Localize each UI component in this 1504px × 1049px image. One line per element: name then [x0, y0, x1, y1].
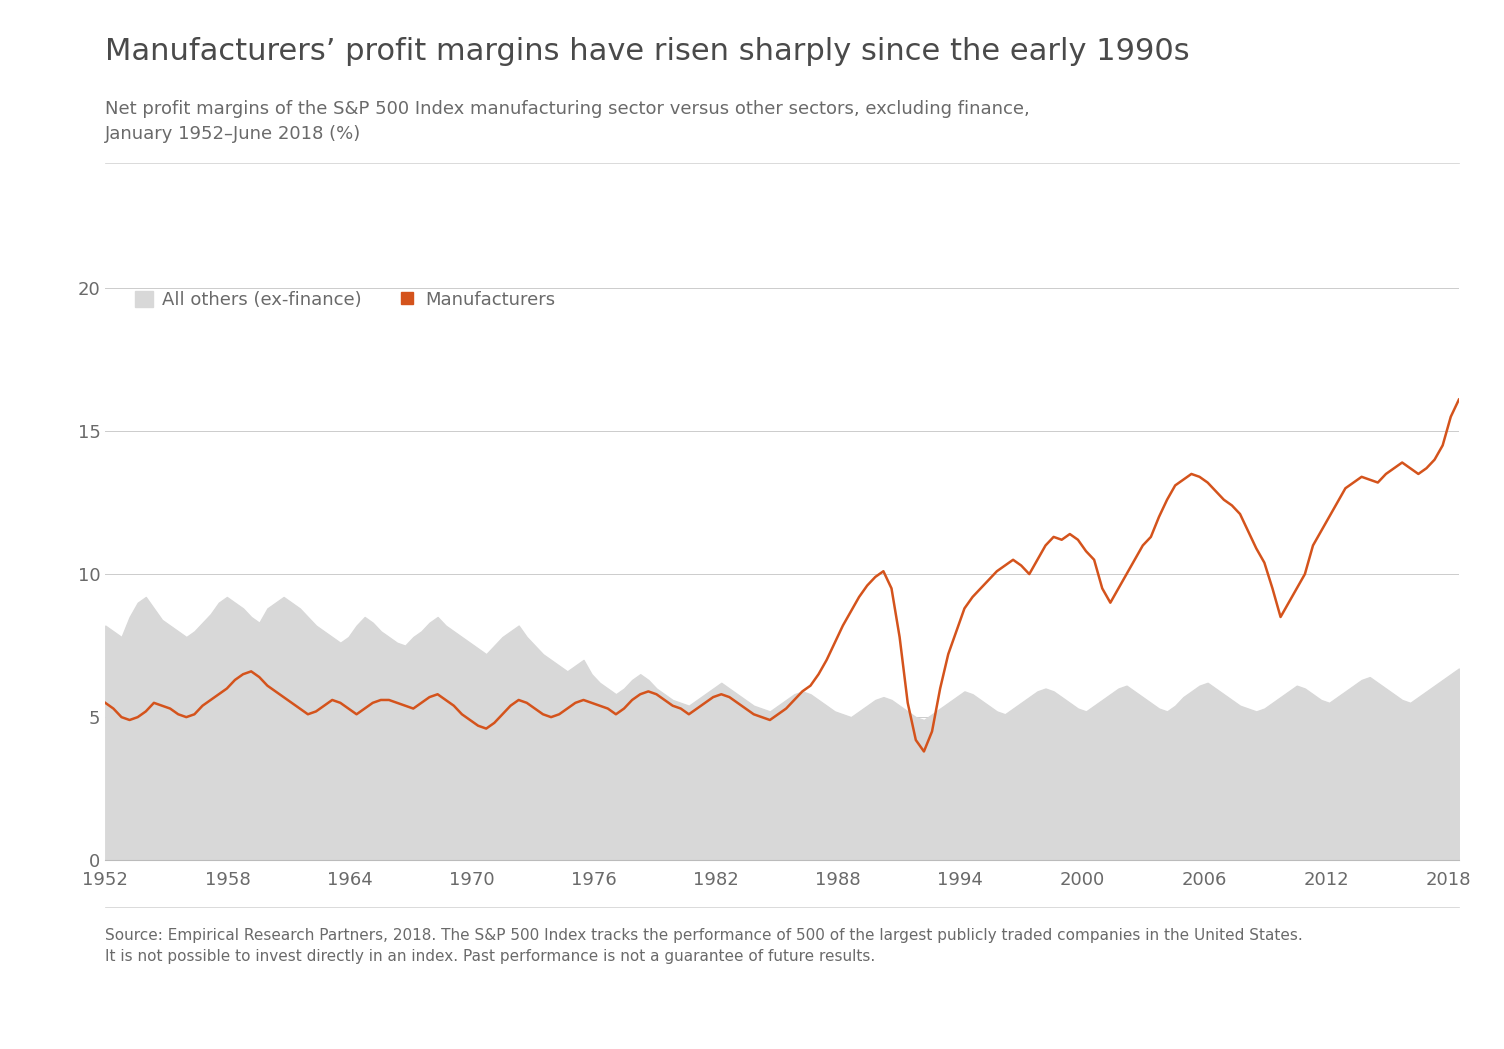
Text: Source: Empirical Research Partners, 2018. The S&P 500 Index tracks the performa: Source: Empirical Research Partners, 201…	[105, 928, 1302, 964]
Legend: All others (ex-finance), Manufacturers: All others (ex-finance), Manufacturers	[128, 284, 562, 317]
Text: Manufacturers’ profit margins have risen sharply since the early 1990s: Manufacturers’ profit margins have risen…	[105, 37, 1190, 66]
Text: Net profit margins of the S&P 500 Index manufacturing sector versus other sector: Net profit margins of the S&P 500 Index …	[105, 100, 1030, 143]
